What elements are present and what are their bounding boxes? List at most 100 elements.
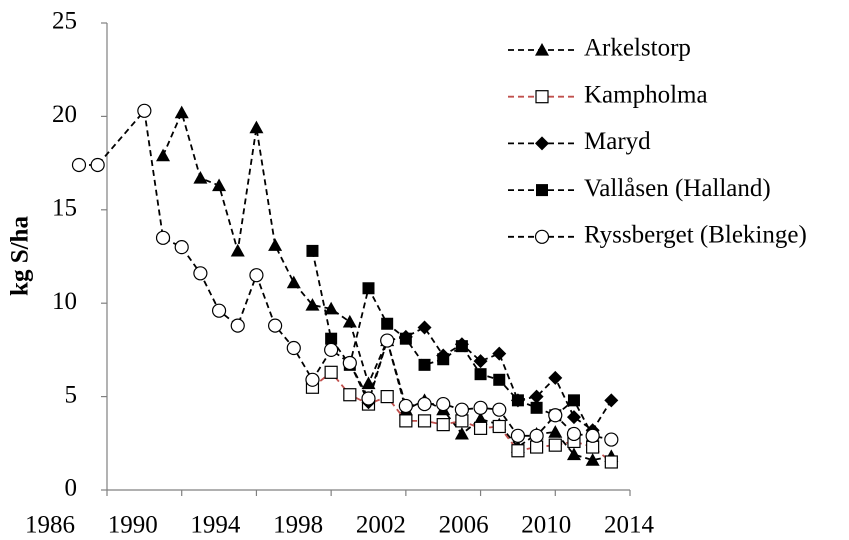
marker	[492, 402, 507, 417]
legend-marker	[535, 90, 549, 104]
marker	[230, 243, 245, 257]
marker	[492, 419, 506, 434]
x-tick-label: 2010	[521, 512, 571, 539]
marker	[305, 372, 320, 387]
marker	[211, 303, 227, 318]
marker	[492, 346, 507, 361]
x-tick-label: 1986	[25, 512, 75, 539]
y-tick-label: 15	[52, 195, 77, 222]
marker	[454, 426, 469, 440]
marker	[324, 365, 338, 379]
marker	[361, 391, 376, 406]
marker	[193, 266, 208, 281]
marker	[493, 373, 506, 386]
x-tick-label: 2006	[439, 512, 489, 539]
legend-marker	[536, 184, 548, 197]
y-tick-label: 5	[65, 381, 78, 408]
marker	[156, 148, 171, 162]
marker	[249, 268, 264, 283]
marker	[342, 314, 357, 328]
marker	[286, 275, 301, 289]
legend-label: Kampholma	[584, 81, 708, 108]
legend-label: Arkelstorp	[584, 35, 691, 62]
marker	[193, 171, 208, 184]
marker	[398, 398, 413, 414]
marker	[380, 390, 394, 404]
x-tick-label: 2002	[356, 512, 406, 539]
marker	[249, 120, 264, 134]
marker	[604, 455, 618, 469]
legend-marker	[535, 136, 549, 151]
marker	[399, 332, 412, 345]
marker	[548, 425, 563, 438]
marker	[548, 370, 563, 385]
marker	[473, 421, 488, 435]
marker	[137, 103, 152, 118]
marker	[473, 400, 488, 415]
marker	[511, 394, 524, 407]
x-tick-label: 1998	[273, 512, 323, 539]
marker	[90, 157, 105, 173]
legend-label: Vallåsen (Halland)	[584, 175, 771, 202]
marker	[343, 388, 357, 402]
marker	[71, 157, 87, 173]
marker	[324, 301, 339, 315]
marker	[380, 333, 395, 348]
marker	[529, 428, 544, 443]
marker	[474, 368, 487, 381]
y-tick-label: 0	[65, 475, 78, 502]
y-axis-label: kg S/ha	[7, 216, 34, 296]
marker	[604, 393, 619, 408]
legend-label: Maryd	[584, 128, 651, 155]
marker	[268, 318, 283, 333]
marker	[286, 340, 301, 356]
marker	[306, 244, 319, 257]
marker	[212, 178, 227, 192]
x-tick-label: 1990	[108, 512, 158, 539]
y-tick-label: 10	[52, 288, 77, 315]
series-line	[162, 110, 612, 462]
legend-marker	[534, 229, 550, 244]
marker	[437, 353, 450, 366]
marker	[324, 342, 339, 357]
legend-marker	[535, 43, 549, 56]
marker	[174, 240, 189, 255]
marker	[455, 340, 468, 353]
marker	[155, 230, 171, 245]
marker	[454, 402, 469, 417]
marker	[381, 317, 394, 330]
marker	[566, 426, 582, 442]
marker	[399, 414, 413, 428]
marker	[174, 105, 189, 119]
marker	[567, 394, 580, 407]
marker	[436, 396, 451, 412]
marker	[529, 389, 544, 404]
marker	[511, 444, 525, 458]
series-line	[78, 108, 612, 441]
marker	[604, 432, 619, 447]
marker	[362, 282, 375, 295]
y-tick-label: 20	[52, 101, 77, 128]
marker	[548, 438, 562, 452]
marker	[566, 410, 581, 425]
marker	[473, 354, 488, 369]
marker	[436, 418, 450, 432]
marker	[418, 358, 431, 371]
marker	[473, 412, 488, 425]
marker	[530, 401, 543, 414]
x-tick-label: 2014	[604, 512, 655, 539]
marker	[510, 428, 526, 443]
marker	[305, 298, 320, 311]
series-line	[311, 250, 594, 437]
marker	[585, 428, 600, 443]
marker	[585, 453, 600, 466]
marker	[417, 396, 432, 412]
y-tick-label: 25	[52, 8, 77, 35]
marker	[325, 332, 338, 345]
marker	[417, 414, 432, 428]
marker	[417, 320, 432, 335]
x-tick-label: 1994	[190, 512, 241, 539]
marker	[230, 318, 245, 333]
